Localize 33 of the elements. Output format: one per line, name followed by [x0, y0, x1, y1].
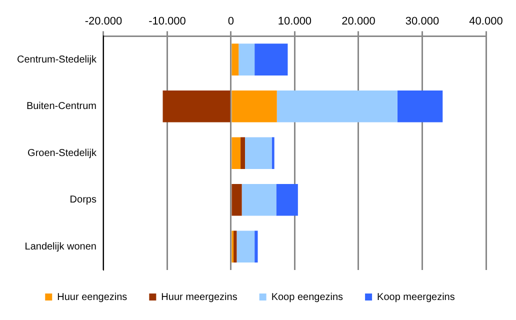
y-tick-label: Buiten-Centrum	[26, 101, 96, 112]
bar	[232, 137, 241, 169]
bar	[240, 137, 246, 169]
bar	[234, 230, 237, 263]
bar	[276, 184, 298, 216]
bar	[232, 184, 242, 216]
x-tick-label: 10.000	[278, 16, 312, 28]
legend-label: Huur meergezins	[161, 292, 238, 303]
x-tick-label: 0	[228, 16, 234, 28]
bar	[272, 137, 274, 169]
bar	[232, 90, 277, 122]
y-tick-label: Dorps	[70, 194, 96, 206]
x-tick-label: 30.000	[405, 16, 440, 28]
bar	[236, 230, 255, 263]
x-tick-label: -10.000	[148, 16, 186, 28]
x-tick-label: 20.000	[342, 16, 376, 28]
legend-label: Koop meergezins	[377, 292, 455, 303]
bar	[276, 90, 398, 122]
bar	[242, 184, 276, 216]
y-tick-label: Landelijk wonen	[24, 241, 96, 252]
bar	[245, 137, 272, 169]
bar	[397, 90, 443, 122]
bar	[254, 230, 258, 263]
legend-label: Koop eengezins	[271, 292, 344, 303]
y-tick-label: Groen-Stedelijk	[28, 148, 98, 159]
legend-label: Huur eengezins	[57, 292, 128, 303]
x-tick-label: 40.000	[469, 16, 503, 28]
y-tick-label: Centrum-Stedelijk	[16, 54, 98, 66]
x-tick-label: -20.000	[84, 16, 122, 28]
bar	[238, 44, 255, 76]
bar	[254, 44, 288, 76]
bar	[162, 90, 230, 122]
bar	[232, 44, 239, 76]
